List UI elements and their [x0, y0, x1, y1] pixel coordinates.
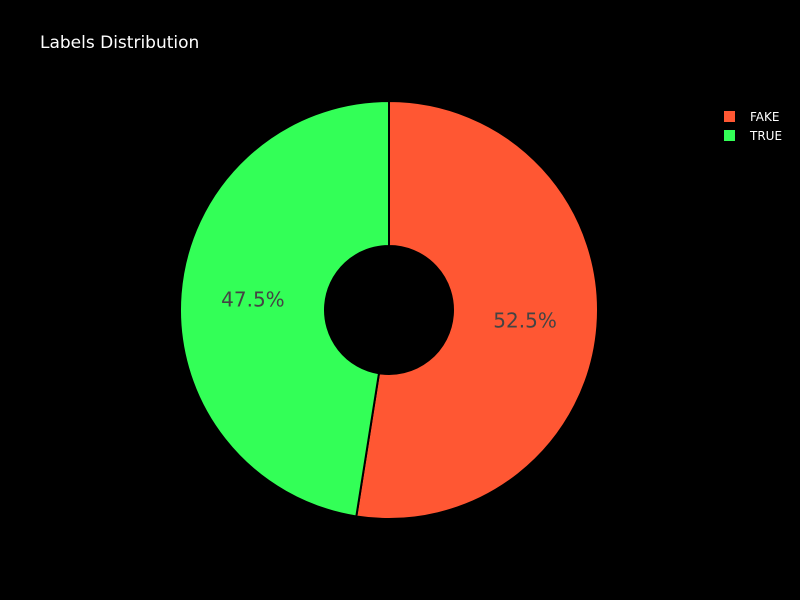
legend-item-fake[interactable]: FAKE	[724, 107, 782, 126]
slice-fake[interactable]	[355, 99, 599, 520]
legend-item-true[interactable]: TRUE	[724, 126, 782, 145]
slice-label-true: 47.5%	[221, 287, 285, 311]
chart-title: Labels Distribution	[40, 33, 200, 53]
legend-label-true: TRUE	[750, 128, 783, 143]
legend-label-fake: FAKE	[750, 109, 780, 124]
slice-label-fake: 52.5%	[493, 309, 557, 333]
legend-swatch-true	[724, 130, 735, 141]
legend-swatch-fake	[724, 111, 735, 122]
legend: FAKE TRUE	[724, 107, 782, 145]
slice-true[interactable]	[179, 99, 390, 518]
